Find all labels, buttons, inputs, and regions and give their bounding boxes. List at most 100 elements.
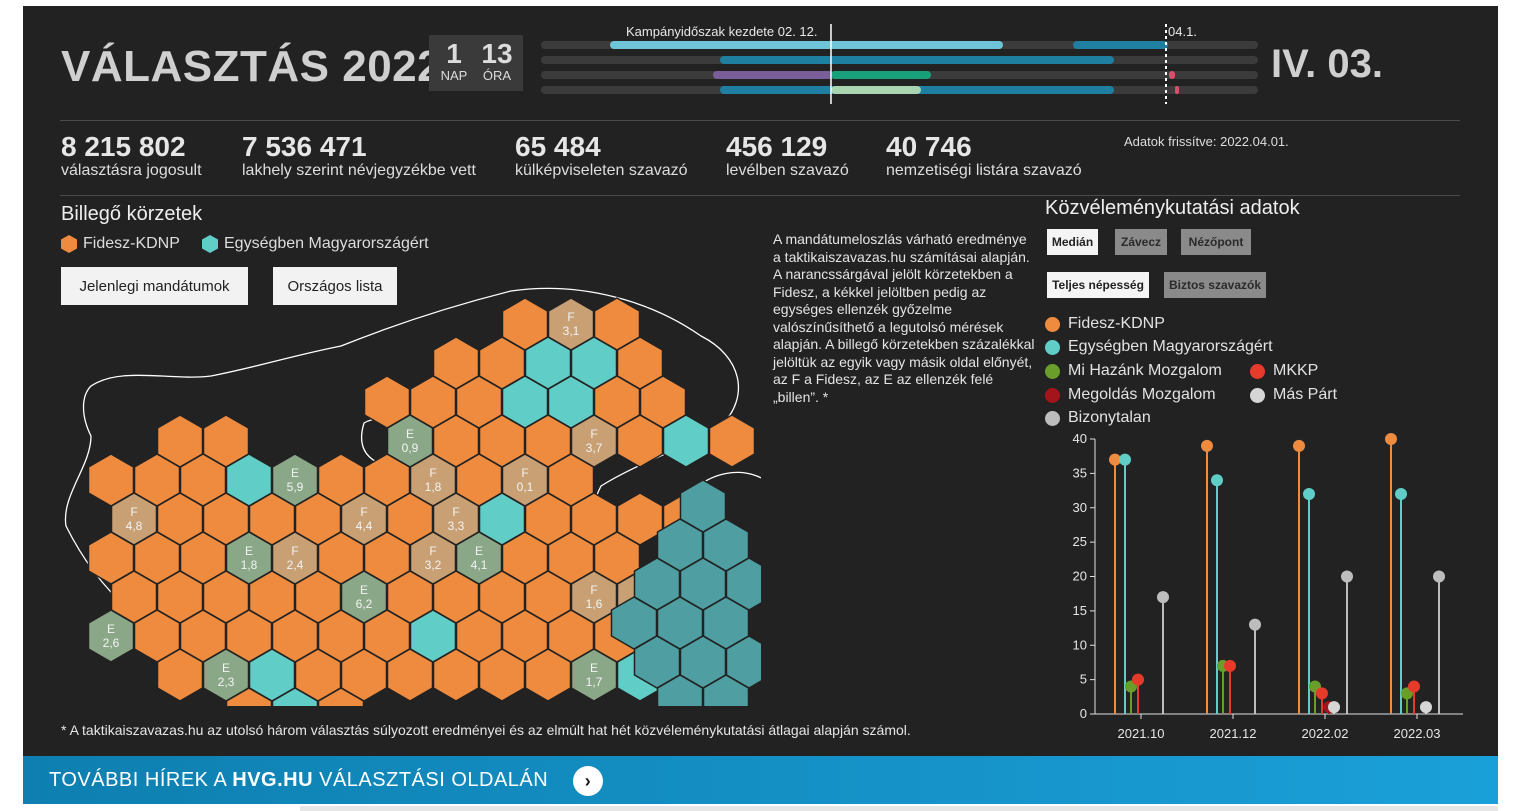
lollipop-point[interactable]: [1157, 591, 1169, 604]
swing-party-label: F: [130, 505, 137, 519]
refresh-date: Adatok frissítve: 2022.04.01.: [1124, 134, 1289, 149]
lollipop-point[interactable]: [1433, 570, 1445, 583]
poll-legend-label: Mi Hazánk Mozgalom: [1068, 362, 1222, 379]
source-nezopont-button[interactable]: Nézőpont: [1181, 229, 1251, 255]
source-median-button[interactable]: Medián: [1047, 229, 1098, 255]
population-certain-button[interactable]: Biztos szavazók: [1164, 272, 1266, 298]
y-tick-label: 15: [1073, 603, 1087, 618]
swing-party-label: E: [406, 427, 414, 441]
legend-label: Egységben Magyarországért: [224, 235, 429, 252]
fidesz-district-hex[interactable]: [708, 414, 756, 468]
timeline-bar: [1175, 86, 1179, 94]
poll-legend-megoldas: Megoldás Mozgalom: [1045, 386, 1216, 404]
swing-margin-label: 3,1: [563, 324, 580, 338]
fidesz-district-hex[interactable]: [478, 648, 526, 702]
source-zavecz-button[interactable]: Závecz: [1115, 229, 1167, 255]
y-tick-label: 10: [1073, 637, 1087, 652]
timeline-bar: [713, 71, 833, 79]
fidesz-district-hex[interactable]: [156, 648, 204, 702]
district-hex-map: F3,1E0,9F3,7E5,9F1,8F0,1F4,8F4,4F3,3E1,8…: [64, 287, 761, 706]
stat-label: választásra jogosult: [61, 162, 202, 179]
swing-margin-label: 2,6: [103, 636, 120, 650]
stat-label: külképviseleten szavazó: [515, 162, 688, 179]
lollipop-point[interactable]: [1385, 433, 1397, 445]
poll-legend-fidesz: Fidesz-KDNP: [1045, 315, 1165, 333]
lollipop-point[interactable]: [1395, 488, 1407, 500]
swing-party-label: F: [590, 583, 597, 597]
timeline-bar: [1169, 71, 1175, 79]
poll-legend-opposition: Egységben Magyarországért: [1045, 338, 1273, 356]
lollipop-point[interactable]: [1119, 453, 1131, 466]
today-label: 04.1.: [1168, 24, 1197, 39]
swing-party-label: F: [429, 544, 436, 558]
fidesz-district-hex[interactable]: [317, 687, 365, 706]
fidesz-district-hex[interactable]: [432, 648, 480, 702]
swing-party-label: F: [452, 505, 459, 519]
y-tick-label: 0: [1080, 706, 1087, 721]
timeline-bar: [831, 86, 921, 94]
fidesz-district-hex[interactable]: [225, 687, 273, 706]
swing-party-label: F: [590, 427, 597, 441]
abroad-district-hex[interactable]: [702, 674, 750, 706]
national-list-button[interactable]: Országos lista: [273, 267, 397, 305]
swing-district-hex[interactable]: [87, 609, 135, 663]
stat-label: lakhely szerint névjegyzékbe vett: [242, 162, 476, 179]
poll-legend-mi-hazank: Mi Hazánk Mozgalom: [1045, 362, 1222, 380]
lollipop-point[interactable]: [1293, 439, 1305, 452]
population-all-button[interactable]: Teljes népesség: [1047, 272, 1149, 298]
lollipop-point[interactable]: [1109, 453, 1121, 466]
lollipop-point[interactable]: [1341, 570, 1353, 583]
swing-margin-label: 6,2: [356, 597, 373, 611]
stat-eligible: 8 215 802 választásra jogosult: [61, 132, 202, 180]
poll-legend-label: Más Párt: [1273, 386, 1338, 403]
page-bottom-border: [300, 806, 1498, 811]
swing-party-label: E: [245, 544, 253, 558]
hexagon-icon: [61, 235, 77, 253]
stat-nationality: 40 746 nemzetiségi listára szavazó: [886, 132, 1082, 180]
countdown-hours-value: 13: [481, 38, 513, 69]
opposition-district-hex[interactable]: [271, 687, 319, 706]
lollipop-point[interactable]: [1249, 618, 1261, 631]
y-tick-label: 25: [1073, 534, 1087, 549]
countdown-hours-label: ÓRA: [482, 68, 512, 83]
poll-legend-bizonytalan: Bizonytalan: [1045, 409, 1151, 427]
dot-icon: [1250, 387, 1265, 403]
opposition-district-hex[interactable]: [662, 414, 710, 468]
fidesz-district-hex[interactable]: [616, 414, 664, 468]
fidesz-district-hex[interactable]: [386, 648, 434, 702]
banner-text: TOVÁBBI HÍREK A HVG.HU VÁLASZTÁSI OLDALÁ…: [49, 769, 548, 792]
lollipop-point[interactable]: [1328, 701, 1340, 714]
lollipop-point[interactable]: [1201, 439, 1213, 452]
legend-label: Fidesz-KDNP: [83, 235, 180, 252]
chart-axes: 0 5 10 15 20 25 30 35 40 2021.10 2021.12 2022.02 202…: [1073, 431, 1463, 741]
swing-party-label: E: [475, 544, 483, 558]
countdown-days-value: 1: [446, 38, 462, 69]
lollipop-point[interactable]: [1316, 687, 1328, 700]
abroad-district-hex[interactable]: [656, 674, 704, 706]
dot-icon: [1045, 410, 1060, 426]
lollipop-point[interactable]: [1132, 673, 1144, 686]
fidesz-district-hex[interactable]: [524, 648, 572, 702]
swing-party-label: E: [222, 661, 230, 675]
dot-icon: [1250, 363, 1265, 379]
countdown-hours: 13 ÓRA: [477, 39, 517, 83]
swing-margin-label: 1,7: [586, 675, 603, 689]
banner-text-bold: HVG.HU: [232, 769, 314, 791]
timeline-bars: [610, 41, 1179, 94]
current-mandates-button[interactable]: Jelenlegi mandátumok: [61, 267, 248, 305]
legend-fidesz: Fidesz-KDNP: [61, 235, 180, 253]
lollipop-point[interactable]: [1211, 474, 1223, 487]
swing-margin-label: 3,3: [448, 519, 465, 533]
lollipop-point[interactable]: [1408, 680, 1420, 693]
lollipop-point[interactable]: [1303, 488, 1315, 500]
countdown-days-label: NAP: [440, 68, 468, 83]
more-news-banner[interactable]: TOVÁBBI HÍREK A HVG.HU VÁLASZTÁSI OLDALÁ…: [23, 756, 1498, 804]
swing-district-hex[interactable]: [570, 648, 618, 702]
lollipop-point[interactable]: [1224, 659, 1236, 672]
swing-margin-label: 0,1: [517, 480, 534, 494]
lollipop-point[interactable]: [1420, 701, 1432, 714]
x-tick-label: 2022.03: [1394, 726, 1441, 741]
swing-margin-label: 3,2: [425, 558, 442, 572]
footnote: * A taktikaiszavazas.hu az utolsó három …: [61, 722, 911, 738]
arrow-right-icon[interactable]: ›: [573, 766, 603, 796]
